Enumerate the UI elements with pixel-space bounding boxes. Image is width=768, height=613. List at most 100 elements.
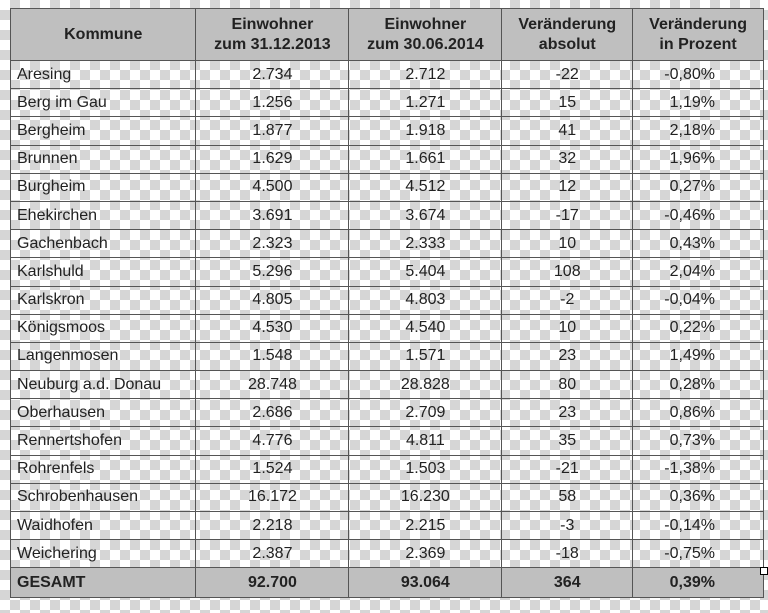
table-row: Berg im Gau 1.256 1.271 15 1,19%	[9, 88, 764, 118]
cell-einwohner-2014: 4.512	[348, 172, 503, 202]
table-row: Aresing 2.734 2.712 -22 -0,80%	[9, 59, 764, 90]
cell-einwohner-2014: 28.828	[348, 370, 503, 400]
cell-veraenderung-absolut: 364	[501, 567, 634, 599]
cell-kommune: Brunnen	[9, 144, 197, 174]
table-row: Ehekirchen 3.691 3.674 -17 -0,46%	[9, 200, 764, 231]
cell-einwohner-2014: 1.503	[348, 454, 503, 484]
cell-einwohner-2014: 4.803	[348, 285, 503, 315]
cell-veraenderung-prozent: 0,86%	[632, 398, 764, 428]
table-row: Karlskron 4.805 4.803 -2 -0,04%	[9, 285, 764, 315]
cell-einwohner-2013: 92.700	[195, 567, 350, 599]
table-row: Weichering 2.387 2.369 -18 -0,75%	[9, 539, 764, 569]
header-line: zum 30.06.2014	[367, 35, 484, 53]
cell-einwohner-2013: 2.218	[195, 510, 350, 541]
cell-veraenderung-prozent: -1,38%	[632, 454, 764, 484]
header-line: in Prozent	[659, 35, 737, 53]
cell-einwohner-2014: 93.064	[348, 567, 503, 599]
cell-einwohner-2014: 2.215	[348, 510, 503, 541]
header-kommune: Kommune	[9, 8, 197, 61]
cell-veraenderung-absolut: 10	[501, 313, 634, 343]
cell-einwohner-2013: 2.387	[195, 539, 350, 569]
cell-einwohner-2013: 1.524	[195, 454, 350, 484]
header-einwohner-2014: Einwohner zum 30.06.2014	[348, 8, 503, 61]
cell-einwohner-2013: 5.296	[195, 257, 350, 287]
cell-veraenderung-absolut: -21	[501, 454, 634, 484]
cell-einwohner-2014: 2.333	[348, 229, 503, 259]
cell-veraenderung-absolut: -18	[501, 539, 634, 569]
cell-kommune: Langenmosen	[9, 341, 197, 372]
cell-kommune: Königsmoos	[9, 313, 197, 343]
header-line: Veränderung	[649, 15, 747, 33]
cell-einwohner-2013: 3.691	[195, 200, 350, 231]
cell-einwohner-2013: 1.629	[195, 144, 350, 174]
cell-veraenderung-absolut: 10	[501, 229, 634, 259]
cell-einwohner-2013: 28.748	[195, 370, 350, 400]
cell-veraenderung-absolut: -17	[501, 200, 634, 231]
cell-kommune: Gachenbach	[9, 229, 197, 259]
cell-einwohner-2014: 4.811	[348, 426, 503, 456]
table-row: Königsmoos 4.530 4.540 10 0,22%	[9, 313, 764, 343]
header-row: Kommune Einwohner zum 31.12.2013 Einwohner z…	[9, 8, 764, 61]
cell-veraenderung-prozent: -0,80%	[632, 59, 764, 90]
total-row: GESAMT 92.700 93.064 364 0,39%	[9, 567, 764, 599]
cell-veraenderung-prozent: -0,04%	[632, 285, 764, 315]
table-row: Burgheim 4.500 4.512 12 0,27%	[9, 172, 764, 202]
header-line: Kommune	[64, 25, 143, 43]
cell-kommune: Waidhofen	[9, 510, 197, 541]
cell-veraenderung-absolut: -22	[501, 59, 634, 90]
cell-veraenderung-prozent: 0,28%	[632, 370, 764, 400]
cell-kommune: Bergheim	[9, 116, 197, 146]
cell-kommune: Oberhausen	[9, 398, 197, 428]
cell-einwohner-2013: 2.734	[195, 59, 350, 90]
cell-veraenderung-prozent: 0,43%	[632, 229, 764, 259]
table-row: Bergheim 1.877 1.918 41 2,18%	[9, 116, 764, 146]
cell-veraenderung-absolut: 15	[501, 88, 634, 118]
cell-kommune: Aresing	[9, 59, 197, 90]
cell-veraenderung-prozent: 2,18%	[632, 116, 764, 146]
cell-einwohner-2013: 16.172	[195, 482, 350, 513]
cell-veraenderung-absolut: 58	[501, 482, 634, 513]
cell-kommune: Burgheim	[9, 172, 197, 202]
header-line: Veränderung	[518, 15, 617, 33]
cell-veraenderung-prozent: 0,39%	[632, 567, 764, 599]
cell-veraenderung-prozent: 2,04%	[632, 257, 764, 287]
cell-einwohner-2014: 4.540	[348, 313, 503, 343]
cell-einwohner-2014: 1.661	[348, 144, 503, 174]
cell-einwohner-2013: 2.686	[195, 398, 350, 428]
cell-einwohner-2014: 1.271	[348, 88, 503, 118]
cell-veraenderung-prozent: 1,49%	[632, 341, 764, 372]
table-row: Rohrenfels 1.524 1.503 -21 -1,38%	[9, 454, 764, 484]
table-row: Neuburg a.d. Donau 28.748 28.828 80 0,28%	[9, 370, 764, 400]
cell-einwohner-2014: 1.571	[348, 341, 503, 372]
cell-kommune: Karlskron	[9, 285, 197, 315]
cell-kommune: Neuburg a.d. Donau	[9, 370, 197, 400]
cell-veraenderung-absolut: 23	[501, 341, 634, 372]
cell-kommune: Schrobenhausen	[9, 482, 197, 513]
cell-veraenderung-absolut: 35	[501, 426, 634, 456]
resize-handle[interactable]	[760, 567, 768, 575]
cell-einwohner-2014: 16.230	[348, 482, 503, 513]
header-einwohner-2013: Einwohner zum 31.12.2013	[195, 8, 350, 61]
header-line: Einwohner	[384, 15, 467, 33]
cell-einwohner-2014: 1.918	[348, 116, 503, 146]
table-row: Gachenbach 2.323 2.333 10 0,43%	[9, 229, 764, 259]
cell-kommune: Ehekirchen	[9, 200, 197, 231]
cell-kommune: Berg im Gau	[9, 88, 197, 118]
cell-veraenderung-absolut: 32	[501, 144, 634, 174]
cell-veraenderung-prozent: 1,96%	[632, 144, 764, 174]
cell-veraenderung-prozent: 0,73%	[632, 426, 764, 456]
cell-einwohner-2013: 1.877	[195, 116, 350, 146]
cell-einwohner-2014: 3.674	[348, 200, 503, 231]
cell-veraenderung-prozent: -0,46%	[632, 200, 764, 231]
header-line: Einwohner	[231, 15, 314, 33]
cell-veraenderung-absolut: 41	[501, 116, 634, 146]
cell-einwohner-2014: 2.369	[348, 539, 503, 569]
cell-veraenderung-absolut: 12	[501, 172, 634, 202]
cell-veraenderung-prozent: 0,22%	[632, 313, 764, 343]
cell-veraenderung-prozent: 0,27%	[632, 172, 764, 202]
header-line: zum 31.12.2013	[214, 35, 331, 53]
cell-einwohner-2013: 1.256	[195, 88, 350, 118]
cell-veraenderung-absolut: 80	[501, 370, 634, 400]
header-line: absolut	[538, 35, 596, 53]
cell-veraenderung-absolut: 23	[501, 398, 634, 428]
